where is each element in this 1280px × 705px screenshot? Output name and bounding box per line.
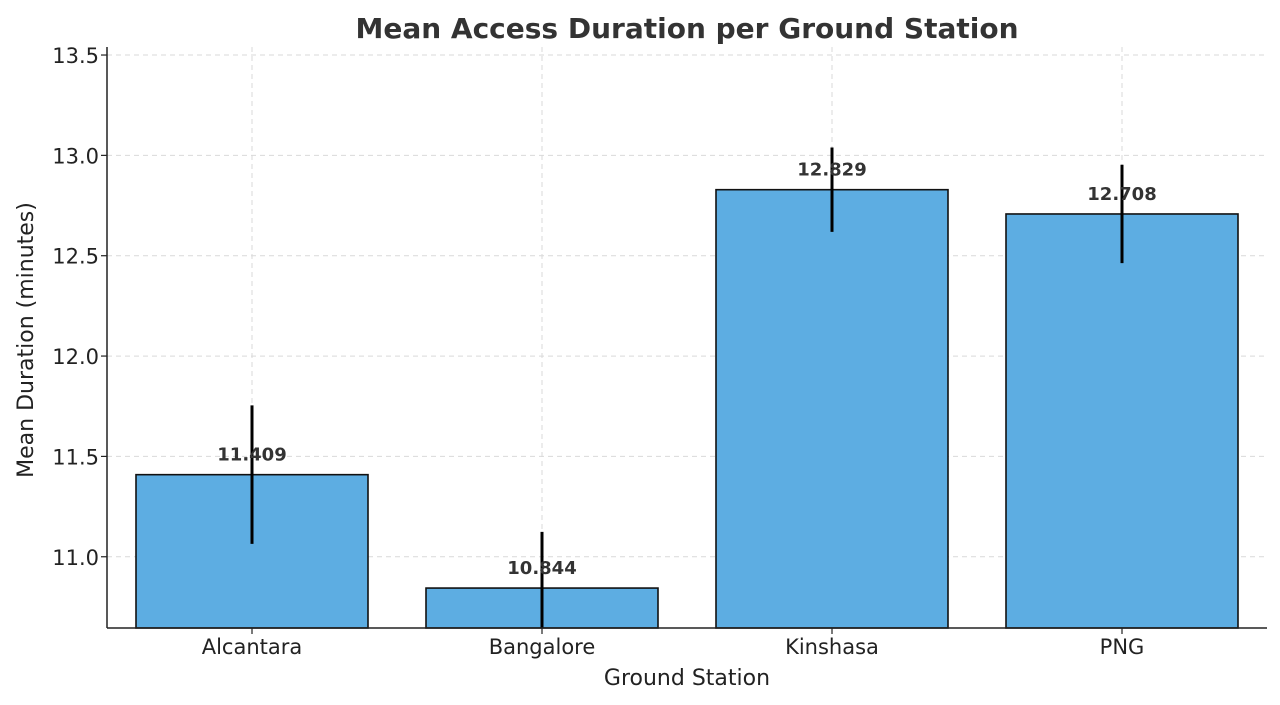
y-tick-label: 12.5 [52, 245, 99, 269]
value-label: 12.829 [797, 160, 866, 181]
value-label: 11.409 [217, 445, 286, 466]
grid [107, 47, 1267, 628]
bars [135, 188, 1239, 629]
value-label: 10.844 [507, 558, 576, 579]
x-tick-label: Alcantara [202, 635, 303, 659]
chart-title: Mean Access Duration per Ground Station [355, 12, 1018, 45]
x-axis-title: Ground Station [604, 666, 770, 691]
y-tick-label: 11.5 [52, 445, 99, 469]
bar-png [1005, 213, 1239, 629]
x-tick-label: Kinshasa [785, 635, 879, 659]
value-labels: 11.409 10.844 12.829 12.708 [217, 160, 1156, 579]
value-label: 12.708 [1087, 184, 1156, 205]
error-bars [250, 147, 1124, 628]
y-axis-title: Mean Duration (minutes) [14, 202, 39, 478]
axes: 11.0 11.5 12.0 12.5 13.0 13.5 Alcantara Bangalo… [52, 44, 1267, 659]
bar-kinshasa [715, 188, 949, 629]
y-tick-label: 13.5 [52, 44, 99, 68]
x-tick-label: Bangalore [489, 635, 596, 659]
y-tick-label: 12.0 [52, 345, 99, 369]
y-tick-label: 13.0 [52, 144, 99, 168]
y-tick-label: 11.0 [52, 546, 99, 570]
x-tick-label: PNG [1100, 635, 1145, 659]
